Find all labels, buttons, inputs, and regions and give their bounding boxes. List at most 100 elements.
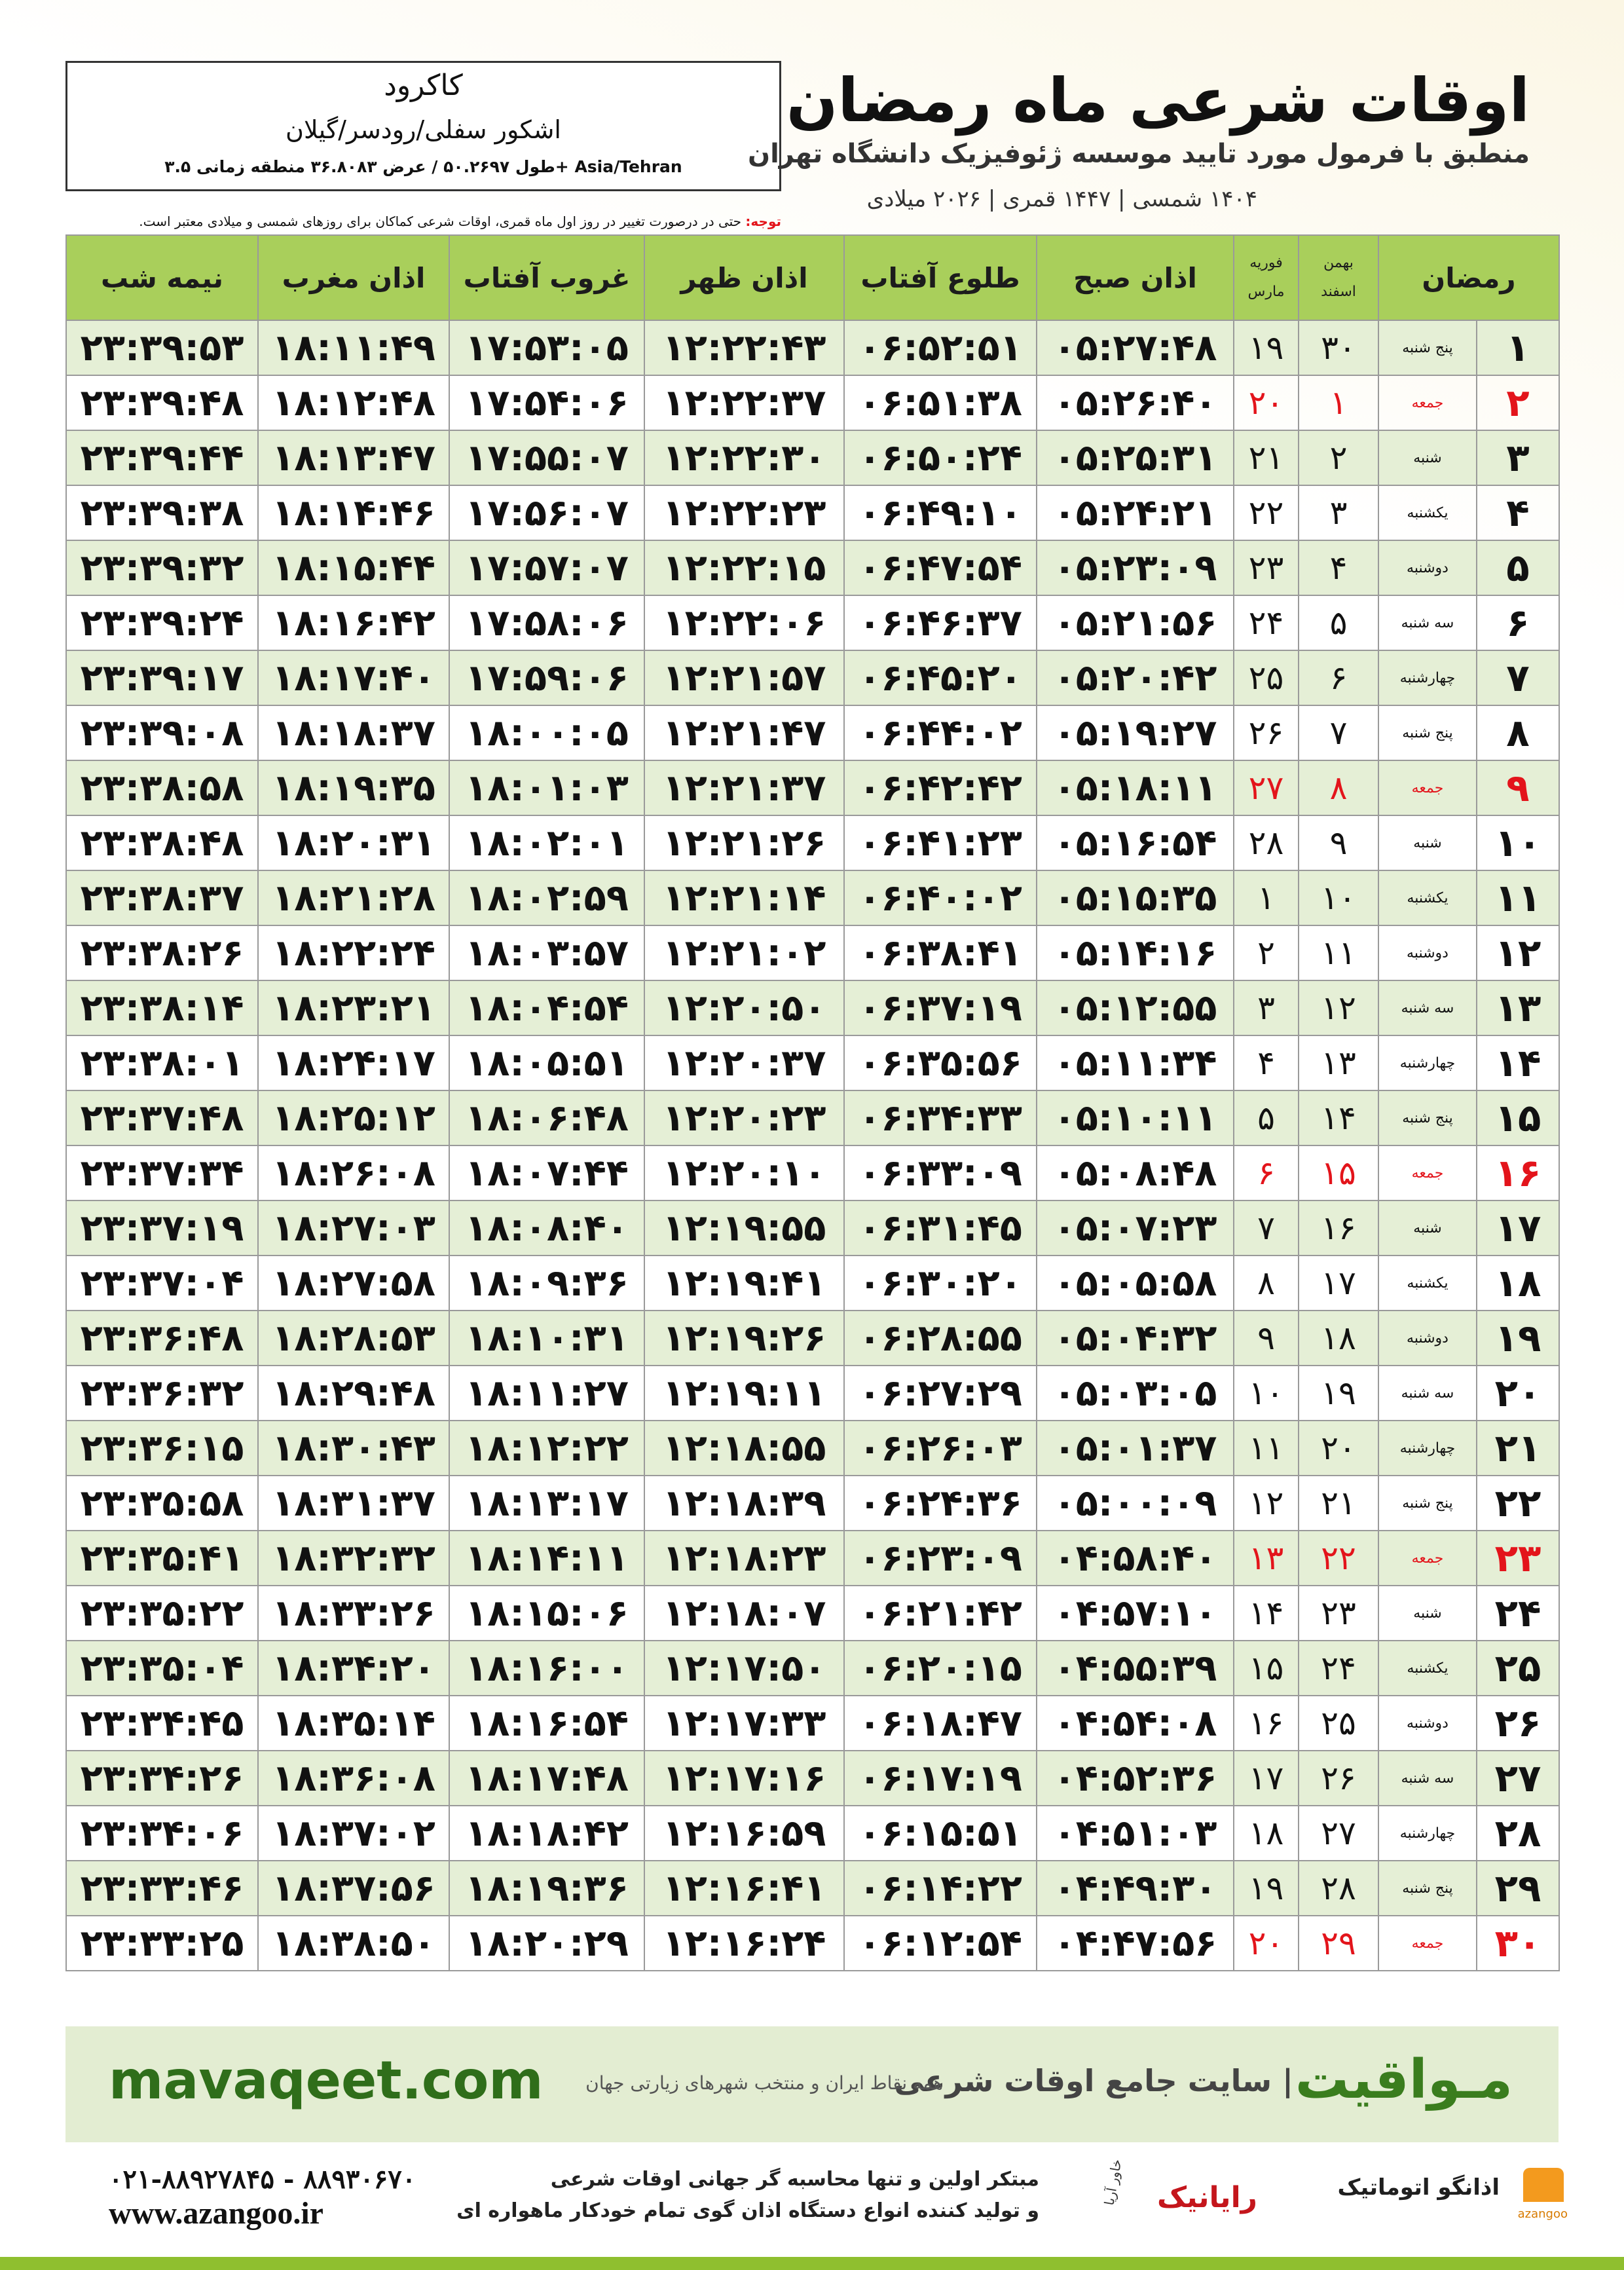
table-row: ۱۶ جمعه ۱۵ ۶ ۰۵:۰۸:۴۸ ۰۶:۳۳:۰۹ ۱۲:۲۰:۱۰ ۱۸:۰۷:۴…	[65, 1145, 1560, 1201]
miladi-day: ۱۹	[1233, 1860, 1299, 1916]
time-cell: ۱۸:۲۲:۲۴	[257, 925, 450, 981]
time-cell: ۰۵:۱۱:۳۴	[1036, 1035, 1234, 1091]
col-miladi-bottom: مارس	[1247, 284, 1285, 300]
phone: ۰۲۱-۸۸۹۲۷۸۴۵ - ۸۸۹۳۰۶۷۰	[109, 2164, 416, 2195]
weekday: یکشنبه	[1378, 1640, 1477, 1696]
col-time: نیمه شب	[65, 234, 259, 321]
day-number: ۱۰	[1476, 815, 1560, 871]
miladi-day: ۲۰	[1233, 1915, 1299, 1971]
weekday: دوشنبه	[1378, 540, 1477, 596]
time-cell: ۱۷:۵۷:۰۷	[449, 540, 645, 596]
shamsi-day: ۲۹	[1298, 1915, 1379, 1971]
col-time: اذان مغرب	[257, 234, 450, 321]
time-cell: ۱۸:۳۰:۴۳	[257, 1420, 450, 1476]
day-number: ۱۸	[1476, 1255, 1560, 1311]
time-cell: ۰۵:۲۳:۰۹	[1036, 540, 1234, 596]
miladi-day: ۱۰	[1233, 1365, 1299, 1421]
miladi-day: ۲۰	[1233, 375, 1299, 431]
table-row: ۲۹ پنج شنبه ۲۸ ۱۹ ۰۴:۴۹:۳۰ ۰۶:۱۴:۲۲ ۱۲:۱۶:۴۱ ۱۸…	[65, 1860, 1560, 1916]
time-cell: ۱۸:۰۱:۰۳	[449, 760, 645, 816]
time-cell: ۰۵:۲۴:۲۱	[1036, 485, 1234, 541]
footer-banner	[65, 2026, 1559, 2142]
time-cell: ۲۳:۳۵:۲۲	[65, 1585, 259, 1641]
time-cell: ۱۸:۰۷:۴۴	[449, 1145, 645, 1201]
time-cell: ۰۶:۲۱:۴۲	[843, 1585, 1037, 1641]
time-cell: ۱۸:۱۴:۴۶	[257, 485, 450, 541]
time-cell: ۱۸:۱۸:۳۷	[257, 705, 450, 761]
time-cell: ۱۸:۳۵:۱۴	[257, 1695, 450, 1751]
logo-azangoo: اذانگو اتوماتیک	[1337, 2174, 1500, 2201]
time-cell: ۲۳:۳۹:۲۴	[65, 595, 259, 651]
time-cell: ۱۸:۱۰:۳۱	[449, 1310, 645, 1366]
shamsi-day: ۱۰	[1298, 870, 1379, 926]
time-cell: ۲۳:۳۳:۴۶	[65, 1860, 259, 1916]
time-cell: ۲۳:۳۴:۴۵	[65, 1695, 259, 1751]
time-cell: ۱۷:۵۹:۰۶	[449, 650, 645, 706]
time-cell: ۱۲:۱۹:۵۵	[644, 1200, 845, 1256]
miladi-day: ۶	[1233, 1145, 1299, 1201]
shamsi-day: ۱۱	[1298, 925, 1379, 981]
city: کاکرود	[384, 69, 463, 102]
time-cell: ۱۸:۱۲:۴۸	[257, 375, 450, 431]
web: www.azangoo.ir	[109, 2196, 323, 2231]
shamsi-day: ۱۳	[1298, 1035, 1379, 1091]
miladi-day: ۷	[1233, 1200, 1299, 1256]
col-time: غروب آفتاب	[449, 234, 645, 321]
weekday: جمعه	[1378, 1145, 1477, 1201]
time-cell: ۱۸:۳۶:۰۸	[257, 1750, 450, 1806]
time-cell: ۰۶:۳۳:۰۹	[843, 1145, 1037, 1201]
time-cell: ۱۸:۱۹:۳۵	[257, 760, 450, 816]
day-number: ۵	[1476, 540, 1560, 596]
weekday: جمعه	[1378, 375, 1477, 431]
time-cell: ۰۵:۱۲:۵۵	[1036, 980, 1234, 1036]
weekday: پنج شنبه	[1378, 1475, 1477, 1531]
time-cell: ۲۳:۳۹:۳۲	[65, 540, 259, 596]
miladi-day: ۹	[1233, 1310, 1299, 1366]
time-cell: ۲۳:۳۹:۰۸	[65, 705, 259, 761]
time-cell: ۱۸:۳۷:۰۲	[257, 1805, 450, 1861]
logo-khavar: خاور آریا	[1101, 2157, 1125, 2207]
table-row: ۱۵ پنج شنبه ۱۴ ۵ ۰۵:۱۰:۱۱ ۰۶:۳۴:۳۳ ۱۲:۲۰:۲۳ ۱۸:…	[65, 1090, 1560, 1146]
time-cell: ۲۳:۳۷:۰۴	[65, 1255, 259, 1311]
time-cell: ۱۸:۲۹:۴۸	[257, 1365, 450, 1421]
time-cell: ۱۲:۱۷:۱۶	[644, 1750, 845, 1806]
time-cell: ۱۸:۱۶:۴۲	[257, 595, 450, 651]
time-cell: ۱۲:۲۲:۴۳	[644, 320, 845, 376]
time-cell: ۱۲:۱۹:۲۶	[644, 1310, 845, 1366]
miladi-day: ۱۹	[1233, 320, 1299, 376]
miladi-day: ۲۷	[1233, 760, 1299, 816]
time-cell: ۱۲:۲۰:۵۰	[644, 980, 845, 1036]
miladi-day: ۲۳	[1233, 540, 1299, 596]
time-cell: ۰۶:۳۸:۴۱	[843, 925, 1037, 981]
shamsi-day: ۳۰	[1298, 320, 1379, 376]
time-cell: ۰۵:۱۴:۱۶	[1036, 925, 1234, 981]
time-cell: ۱۸:۲۶:۰۸	[257, 1145, 450, 1201]
day-number: ۱	[1476, 320, 1560, 376]
time-cell: ۱۲:۲۱:۵۷	[644, 650, 845, 706]
time-cell: ۱۸:۲۰:۲۹	[449, 1915, 645, 1971]
weekday: سه شنبه	[1378, 1750, 1477, 1806]
time-cell: ۲۳:۳۹:۳۸	[65, 485, 259, 541]
table-row: ۲۱ چهارشنبه ۲۰ ۱۱ ۰۵:۰۱:۳۷ ۰۶:۲۶:۰۳ ۱۲:۱۸:۵۵ ۱۸…	[65, 1420, 1560, 1476]
miladi-day: ۱۶	[1233, 1695, 1299, 1751]
time-cell: ۲۳:۳۸:۵۸	[65, 760, 259, 816]
time-cell: ۱۸:۲۳:۲۱	[257, 980, 450, 1036]
time-cell: ۱۸:۳۳:۲۶	[257, 1585, 450, 1641]
shamsi-day: ۵	[1298, 595, 1379, 651]
shamsi-day: ۱۷	[1298, 1255, 1379, 1311]
weekday: چهارشنبه	[1378, 1805, 1477, 1861]
time-cell: ۱۸:۰۲:۰۱	[449, 815, 645, 871]
time-cell: ۱۸:۱۸:۴۲	[449, 1805, 645, 1861]
miladi-day: ۱۱	[1233, 1420, 1299, 1476]
time-cell: ۱۲:۲۱:۳۷	[644, 760, 845, 816]
note-label: توجه:	[745, 214, 781, 229]
time-cell: ۱۸:۱۱:۲۷	[449, 1365, 645, 1421]
subtitle: منطبق با فرمول مورد تایید موسسه ژئوفیزیک…	[747, 139, 1530, 169]
time-cell: ۱۷:۵۴:۰۶	[449, 375, 645, 431]
weekday: یکشنبه	[1378, 485, 1477, 541]
miladi-day: ۱۸	[1233, 1805, 1299, 1861]
time-cell: ۱۸:۱۷:۴۰	[257, 650, 450, 706]
time-cell: ۱۲:۱۷:۵۰	[644, 1640, 845, 1696]
table-row: ۱۱ یکشنبه ۱۰ ۱ ۰۵:۱۵:۳۵ ۰۶:۴۰:۰۲ ۱۲:۲۱:۱۴ ۱۸:۰۲…	[65, 870, 1560, 926]
time-cell: ۲۳:۳۶:۳۲	[65, 1365, 259, 1421]
